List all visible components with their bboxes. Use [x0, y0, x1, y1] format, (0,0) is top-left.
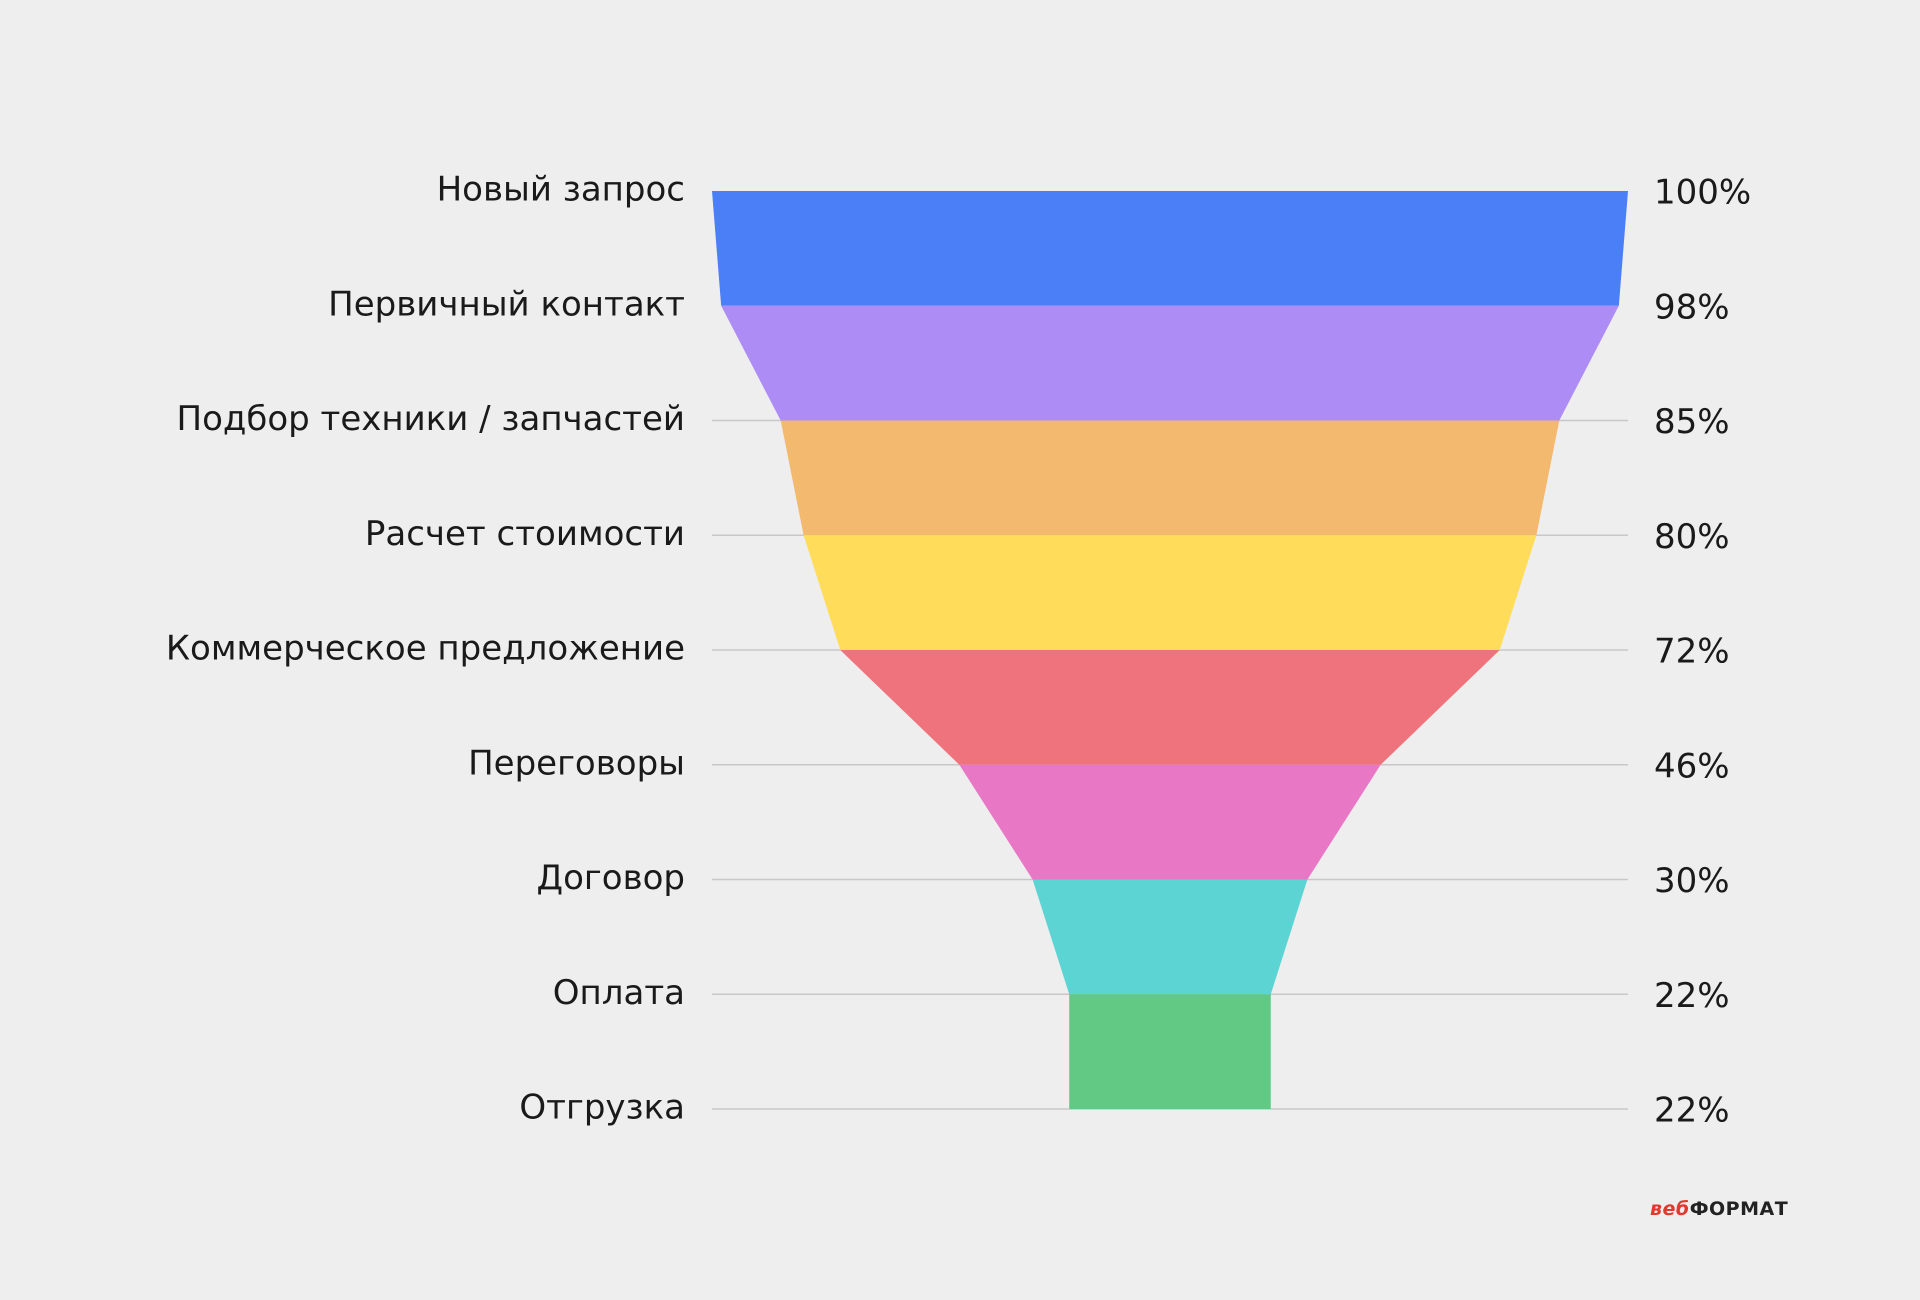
funnel-segment — [959, 764, 1381, 880]
stage-label: Переговоры — [468, 743, 685, 783]
value-label: 80% — [1654, 517, 1730, 557]
value-label: 98% — [1654, 287, 1730, 327]
stage-label: Договор — [537, 858, 685, 898]
funnel-segment — [1069, 994, 1271, 1109]
funnel-segment — [780, 420, 1560, 536]
value-label: 100% — [1654, 173, 1751, 213]
value-label: 72% — [1654, 632, 1730, 672]
funnel-segment — [803, 535, 1537, 650]
brand-logo: вебФОРМАТ — [1650, 1198, 1788, 1220]
stage-label: Новый запрос — [437, 170, 685, 210]
value-label: 85% — [1654, 402, 1730, 442]
value-label: 22% — [1654, 976, 1730, 1016]
funnel-segment — [721, 305, 1619, 421]
stage-label: Оплата — [553, 973, 685, 1013]
stage-label: Первичный контакт — [328, 284, 685, 324]
value-label: 22% — [1654, 1091, 1730, 1131]
logo-part-web: веб — [1650, 1198, 1690, 1220]
funnel-segment — [840, 650, 1500, 765]
value-label: 30% — [1654, 861, 1730, 901]
stage-label: Подбор техники / запчастей — [177, 399, 686, 439]
stage-label: Коммерческое предложение — [166, 629, 685, 669]
stage-label: Отгрузка — [519, 1088, 685, 1128]
funnel-segment — [1032, 879, 1308, 995]
logo-part-format: ФОРМАТ — [1689, 1198, 1789, 1220]
stage-label: Расчет стоимости — [365, 514, 685, 554]
funnel-segment — [712, 191, 1628, 306]
value-label: 46% — [1654, 746, 1730, 786]
